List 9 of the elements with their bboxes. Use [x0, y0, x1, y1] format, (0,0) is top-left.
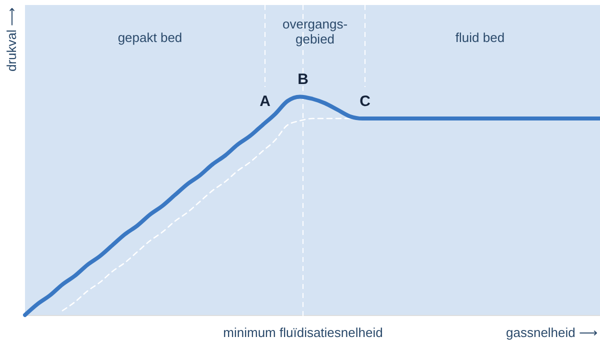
annotation: C — [360, 93, 371, 110]
text: fluid bed — [455, 30, 505, 45]
annotation: A — [260, 93, 271, 110]
text: overgangs- gebied — [282, 16, 348, 46]
y-axis-title: drukval ⟶ — [4, 7, 19, 72]
x-axis-title: gassnelheid ⟶ — [506, 325, 598, 340]
text: gepakt bed — [118, 30, 182, 45]
text: minimum fluïdisatiesnelheid — [223, 325, 383, 340]
text: B — [298, 71, 309, 88]
